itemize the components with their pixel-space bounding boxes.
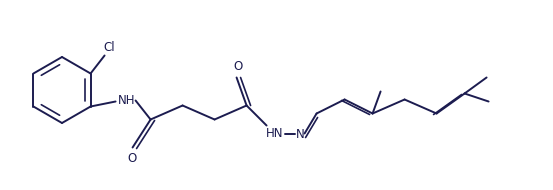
Text: O: O (127, 152, 136, 165)
Text: NH: NH (118, 94, 135, 107)
Text: Cl: Cl (104, 41, 116, 54)
Text: O: O (233, 60, 242, 73)
Text: N: N (296, 128, 305, 141)
Text: HN: HN (266, 127, 283, 140)
